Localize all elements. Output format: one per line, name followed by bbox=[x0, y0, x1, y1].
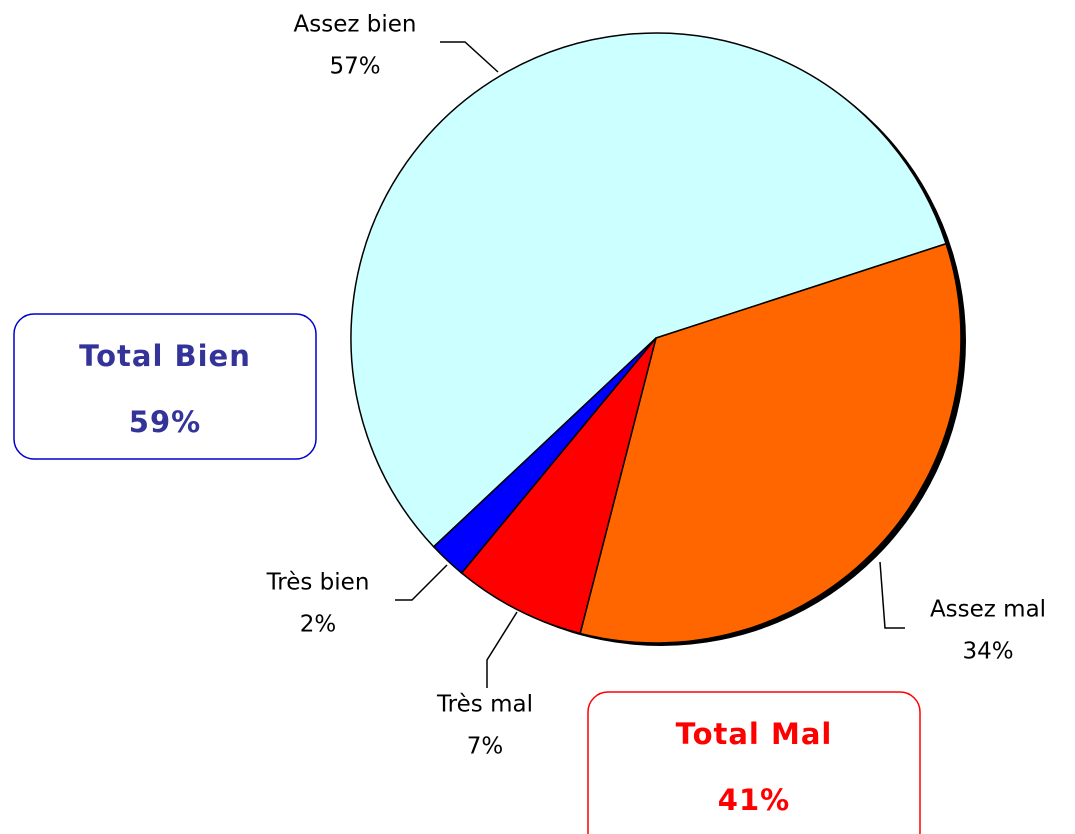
pie bbox=[350, 32, 962, 644]
leader-line bbox=[879, 561, 905, 629]
slice-value-label: 57% bbox=[329, 54, 380, 80]
pie-slice bbox=[460, 337, 657, 635]
annotation-value: 41% bbox=[718, 783, 790, 817]
leader-line bbox=[486, 611, 518, 688]
slice-label: Très mal bbox=[436, 692, 533, 718]
annotation-box bbox=[13, 313, 317, 460]
pie-slice bbox=[432, 337, 657, 575]
slice-value-label: 7% bbox=[467, 734, 504, 760]
leader-line bbox=[440, 41, 499, 73]
annotation-value: 59% bbox=[129, 405, 201, 439]
slice-label: Très bien bbox=[266, 570, 370, 596]
leader-line bbox=[395, 564, 448, 601]
annotation-title: Total Bien bbox=[79, 339, 251, 373]
labels: Assez bien 57% Assez mal 34% Très mal 7% Très … bbox=[266, 12, 1046, 760]
pie-slice bbox=[579, 242, 962, 644]
annotations: Total Bien 59% Total Mal 41% bbox=[13, 313, 921, 834]
pie-slice bbox=[350, 32, 948, 548]
annotation-box bbox=[587, 691, 921, 834]
slice-value-label: 2% bbox=[300, 612, 337, 638]
slice-value-label: 34% bbox=[962, 639, 1013, 665]
slice-label: Assez bien bbox=[294, 12, 417, 38]
annotation-title: Total Mal bbox=[676, 717, 833, 751]
slice-label: Assez mal bbox=[930, 597, 1046, 623]
leader-lines bbox=[395, 41, 905, 688]
